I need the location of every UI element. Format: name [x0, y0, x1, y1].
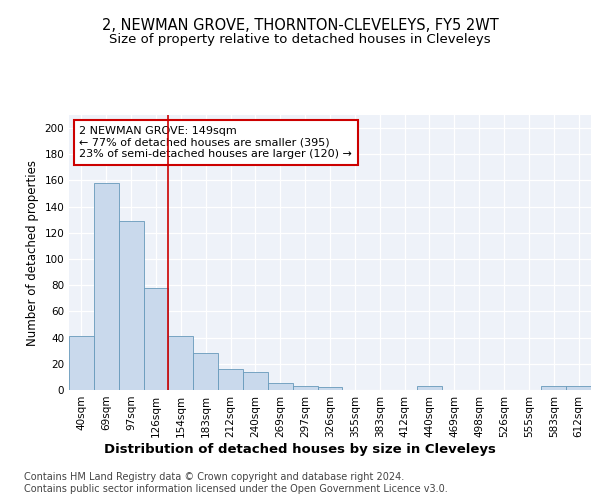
Text: Size of property relative to detached houses in Cleveleys: Size of property relative to detached ho…: [109, 32, 491, 46]
Bar: [218, 369, 243, 390]
Text: 2 NEWMAN GROVE: 149sqm
← 77% of detached houses are smaller (395)
23% of semi-de: 2 NEWMAN GROVE: 149sqm ← 77% of detached…: [79, 126, 352, 159]
Y-axis label: Number of detached properties: Number of detached properties: [26, 160, 39, 346]
Bar: [317, 388, 343, 390]
Bar: [119, 221, 143, 390]
Text: Contains public sector information licensed under the Open Government Licence v3: Contains public sector information licen…: [24, 484, 448, 494]
Bar: [417, 386, 442, 390]
Bar: [541, 386, 566, 390]
Bar: [293, 386, 317, 390]
Bar: [566, 386, 591, 390]
Bar: [69, 336, 94, 390]
Bar: [94, 183, 119, 390]
Text: 2, NEWMAN GROVE, THORNTON-CLEVELEYS, FY5 2WT: 2, NEWMAN GROVE, THORNTON-CLEVELEYS, FY5…: [101, 18, 499, 32]
Bar: [193, 354, 218, 390]
Text: Distribution of detached houses by size in Cleveleys: Distribution of detached houses by size …: [104, 442, 496, 456]
Text: Contains HM Land Registry data © Crown copyright and database right 2024.: Contains HM Land Registry data © Crown c…: [24, 472, 404, 482]
Bar: [268, 384, 293, 390]
Bar: [143, 288, 169, 390]
Bar: [243, 372, 268, 390]
Bar: [169, 336, 193, 390]
